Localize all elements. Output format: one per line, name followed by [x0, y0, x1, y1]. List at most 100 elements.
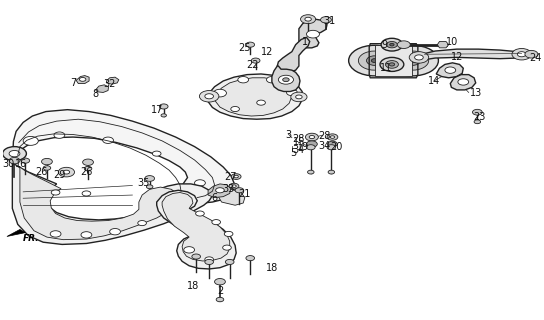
- Polygon shape: [450, 75, 475, 90]
- Circle shape: [349, 45, 400, 76]
- Text: 2: 2: [217, 286, 223, 296]
- Circle shape: [146, 185, 153, 189]
- Text: 22: 22: [246, 60, 258, 70]
- Circle shape: [473, 109, 482, 115]
- Circle shape: [215, 188, 224, 193]
- Circle shape: [229, 183, 239, 189]
- Text: 24: 24: [529, 53, 541, 63]
- Text: 28: 28: [293, 134, 305, 144]
- Circle shape: [525, 50, 538, 58]
- Text: 6: 6: [212, 193, 218, 203]
- Circle shape: [213, 89, 226, 97]
- Text: 18: 18: [187, 281, 199, 291]
- Circle shape: [9, 157, 20, 164]
- Circle shape: [251, 58, 260, 63]
- Circle shape: [309, 135, 314, 139]
- Circle shape: [257, 100, 265, 105]
- Text: 29: 29: [53, 170, 66, 180]
- Circle shape: [389, 63, 394, 66]
- Text: 26: 26: [80, 167, 92, 177]
- Polygon shape: [207, 74, 302, 119]
- Circle shape: [234, 175, 238, 178]
- Circle shape: [225, 260, 234, 265]
- Text: 32: 32: [103, 79, 116, 89]
- Polygon shape: [96, 85, 109, 92]
- Circle shape: [152, 151, 161, 156]
- Text: 23: 23: [473, 112, 486, 122]
- Circle shape: [445, 67, 456, 73]
- Polygon shape: [436, 63, 463, 78]
- Circle shape: [161, 114, 166, 117]
- Circle shape: [216, 297, 224, 302]
- Circle shape: [404, 56, 421, 65]
- Circle shape: [305, 17, 311, 21]
- Text: 25: 25: [239, 43, 251, 53]
- Circle shape: [83, 159, 94, 165]
- Text: 31: 31: [324, 16, 336, 27]
- Text: 9: 9: [381, 40, 387, 50]
- Polygon shape: [7, 229, 26, 236]
- Circle shape: [231, 107, 239, 112]
- Circle shape: [138, 220, 146, 226]
- Circle shape: [21, 158, 29, 163]
- Polygon shape: [157, 190, 236, 269]
- Circle shape: [409, 59, 416, 62]
- Polygon shape: [13, 110, 234, 203]
- Text: 28: 28: [318, 131, 331, 141]
- Circle shape: [50, 231, 61, 237]
- Polygon shape: [218, 189, 245, 205]
- Text: 26: 26: [35, 167, 48, 177]
- Circle shape: [246, 42, 255, 47]
- Circle shape: [385, 60, 398, 68]
- Circle shape: [184, 247, 195, 253]
- Text: FR.: FR.: [23, 234, 40, 243]
- Text: 30: 30: [2, 159, 14, 169]
- Polygon shape: [437, 42, 449, 48]
- Circle shape: [232, 185, 236, 188]
- Polygon shape: [272, 66, 300, 92]
- Text: 21: 21: [239, 189, 251, 199]
- Polygon shape: [375, 45, 412, 76]
- Circle shape: [458, 79, 469, 85]
- Circle shape: [305, 133, 318, 141]
- Circle shape: [327, 141, 337, 147]
- Polygon shape: [208, 184, 231, 197]
- Circle shape: [295, 95, 302, 99]
- Circle shape: [306, 145, 315, 150]
- Circle shape: [212, 220, 220, 225]
- Polygon shape: [107, 77, 119, 84]
- Circle shape: [327, 134, 338, 140]
- Circle shape: [246, 256, 255, 261]
- Circle shape: [214, 278, 225, 285]
- Text: 1: 1: [302, 37, 308, 47]
- Circle shape: [291, 92, 307, 102]
- Circle shape: [84, 166, 92, 171]
- Text: 27: 27: [225, 172, 237, 181]
- Circle shape: [43, 166, 51, 170]
- Circle shape: [41, 158, 52, 165]
- Circle shape: [222, 245, 231, 250]
- Circle shape: [79, 77, 86, 81]
- Circle shape: [51, 190, 60, 195]
- Circle shape: [367, 56, 383, 65]
- Circle shape: [397, 41, 410, 49]
- Circle shape: [396, 51, 429, 70]
- Polygon shape: [214, 78, 292, 116]
- Polygon shape: [419, 49, 526, 60]
- Circle shape: [205, 260, 213, 265]
- Text: 16: 16: [15, 159, 28, 169]
- Text: 3: 3: [285, 130, 291, 140]
- Circle shape: [231, 174, 241, 180]
- Circle shape: [159, 104, 168, 109]
- Circle shape: [306, 30, 319, 38]
- Circle shape: [474, 120, 480, 124]
- Circle shape: [82, 191, 91, 196]
- Circle shape: [390, 44, 394, 46]
- Circle shape: [320, 17, 331, 23]
- Circle shape: [200, 91, 219, 102]
- Polygon shape: [13, 163, 212, 244]
- Circle shape: [328, 170, 335, 174]
- Circle shape: [300, 15, 316, 24]
- Circle shape: [287, 89, 297, 96]
- Circle shape: [238, 76, 249, 83]
